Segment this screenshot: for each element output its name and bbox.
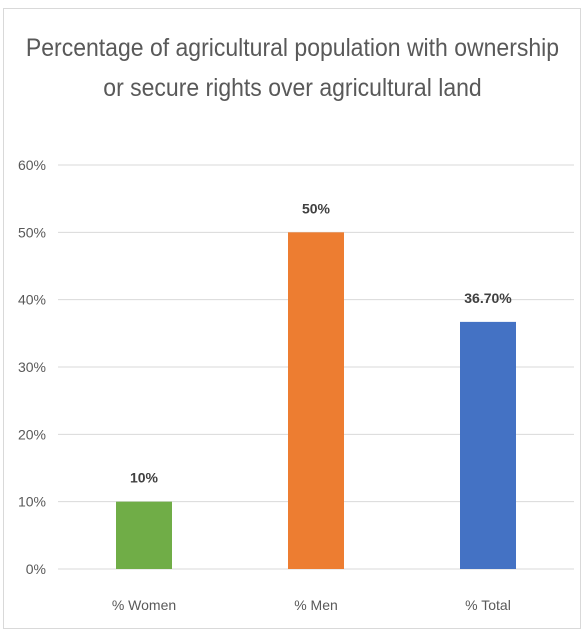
x-axis-tick-labels: % Women % Men % Total xyxy=(112,597,511,613)
y-tick-label: 10% xyxy=(18,494,46,510)
x-tick-label: % Total xyxy=(465,597,511,613)
data-label: 50% xyxy=(302,200,331,216)
bar-2 xyxy=(288,232,344,570)
y-axis-tick-labels: 0% 10% 20% 30% 40% 50% 60% xyxy=(18,157,46,577)
y-tick-label: 30% xyxy=(18,359,46,375)
bars xyxy=(116,232,516,570)
y-tick-label: 0% xyxy=(26,561,46,577)
chart-title: Percentage of agricultural population wi… xyxy=(25,34,560,102)
data-labels: 10% 50% 36.70% xyxy=(130,200,512,485)
x-tick-label: % Women xyxy=(112,597,176,613)
y-tick-label: 60% xyxy=(18,157,46,173)
bar-3 xyxy=(460,321,516,569)
data-label: 10% xyxy=(130,470,159,486)
y-tick-label: 20% xyxy=(18,426,46,442)
data-label: 36.70% xyxy=(464,290,512,306)
bar-1 xyxy=(116,501,172,569)
y-tick-label: 40% xyxy=(18,292,46,308)
y-tick-label: 50% xyxy=(18,224,46,240)
x-tick-label: % Men xyxy=(294,597,338,613)
